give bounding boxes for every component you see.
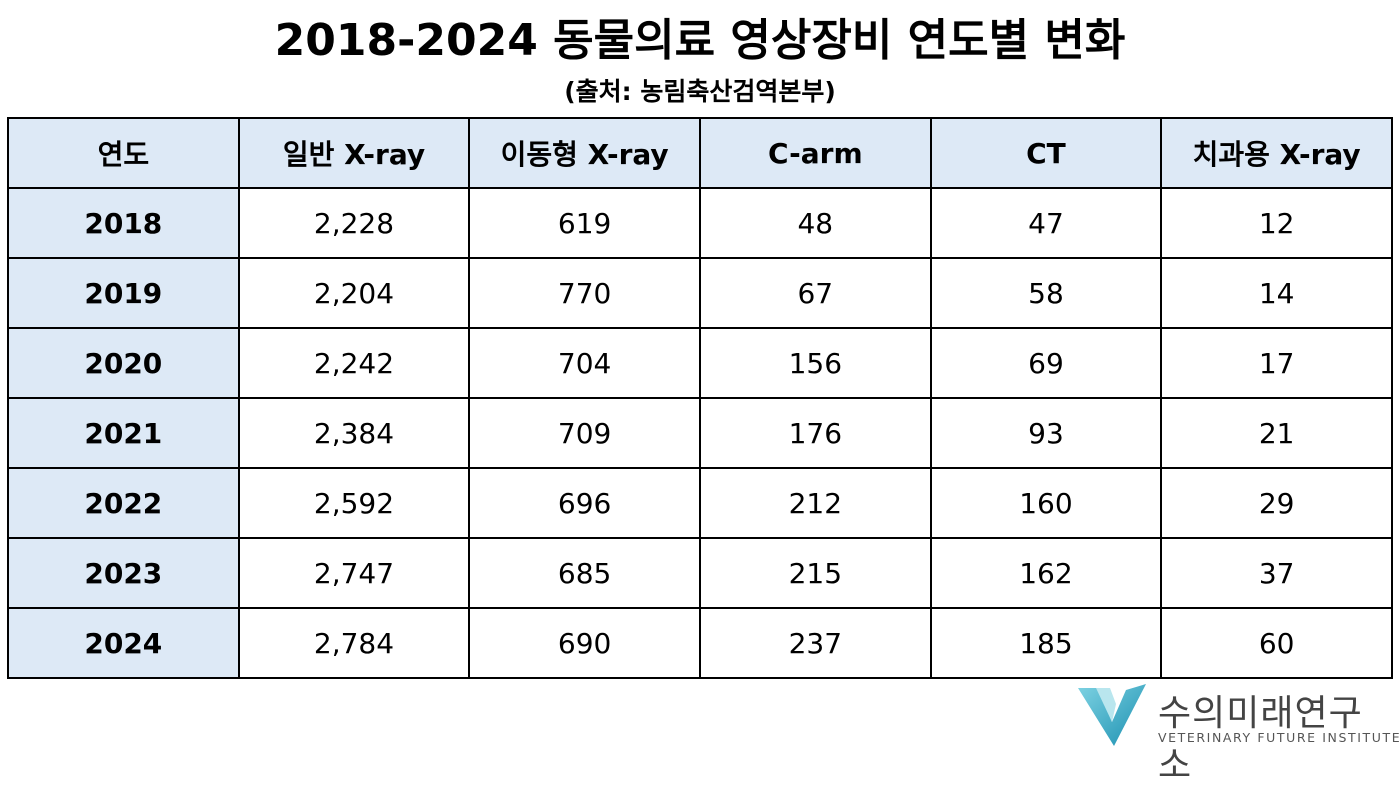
value-cell: 60	[1160, 607, 1393, 679]
value-cell: 67	[698, 257, 932, 329]
header-row: 연도 일반 X-ray 이동형 X-ray C-arm CT 치과용 X-ray	[7, 117, 1393, 189]
logo-icon	[1078, 684, 1146, 746]
value-cell: 2,204	[237, 257, 471, 329]
value-cell: 2,242	[237, 327, 471, 399]
title: 2018-2024 동물의료 영상장비 연도별 변화	[274, 15, 1126, 66]
table-row: 2019 2,204 770 67 58 14	[7, 257, 1393, 329]
year-cell: 2022	[7, 467, 240, 539]
value-cell: 176	[698, 397, 932, 469]
column-header: CT	[929, 117, 1163, 189]
value-cell: 12	[1160, 187, 1393, 259]
year-cell: 2024	[7, 607, 240, 679]
column-header: 일반 X-ray	[237, 117, 471, 189]
value-cell: 69	[929, 327, 1163, 399]
value-cell: 14	[1160, 257, 1393, 329]
value-cell: 2,592	[237, 467, 471, 539]
value-cell: 690	[468, 607, 701, 679]
value-cell: 2,228	[237, 187, 471, 259]
value-cell: 17	[1160, 327, 1393, 399]
logo-tagline: VETERINARY FUTURE INSTITUTE	[1158, 730, 1400, 745]
table-body: 2018 2,228 619 48 47 12 2019 2,204 770 67 58 14 2020…	[7, 187, 1393, 679]
value-cell: 156	[698, 327, 932, 399]
year-cell: 2021	[7, 397, 240, 469]
value-cell: 2,747	[237, 537, 471, 609]
table-row: 2020 2,242 704 156 69 17	[7, 327, 1393, 399]
table-row: 2021 2,384 709 176 93 21	[7, 397, 1393, 469]
value-cell: 29	[1160, 467, 1393, 539]
value-cell: 619	[468, 187, 701, 259]
year-cell: 2018	[7, 187, 240, 259]
value-cell: 47	[929, 187, 1163, 259]
value-cell: 21	[1160, 397, 1393, 469]
year-cell: 2020	[7, 327, 240, 399]
table-row: 2023 2,747 685 215 162 37	[7, 537, 1393, 609]
value-cell: 2,384	[237, 397, 471, 469]
value-cell: 704	[468, 327, 701, 399]
value-cell: 685	[468, 537, 701, 609]
value-cell: 58	[929, 257, 1163, 329]
page: 2018-2024 동물의료 영상장비 연도별 변화 (출처: 농림축산검역본부…	[7, 15, 1400, 786]
value-cell: 709	[468, 397, 701, 469]
value-cell: 770	[468, 257, 701, 329]
logo: 수의미래연구소 VETERINARY FUTURE INSTITUTE	[1076, 684, 1400, 786]
column-header: 이동형 X-ray	[468, 117, 701, 189]
year-cell: 2023	[7, 537, 240, 609]
value-cell: 160	[929, 467, 1163, 539]
subtitle: (출처: 농림축산검역본부)	[564, 77, 836, 106]
column-header: 연도	[7, 117, 240, 189]
table-row: 2018 2,228 619 48 47 12	[7, 187, 1393, 259]
value-cell: 696	[468, 467, 701, 539]
table-row: 2022 2,592 696 212 160 29	[7, 467, 1393, 539]
column-header: 치과용 X-ray	[1160, 117, 1393, 189]
value-cell: 2,784	[237, 607, 471, 679]
value-cell: 185	[929, 607, 1163, 679]
table-row: 2024 2,784 690 237 185 60	[7, 607, 1393, 679]
value-cell: 48	[698, 187, 932, 259]
value-cell: 162	[929, 537, 1163, 609]
column-header: C-arm	[698, 117, 932, 189]
value-cell: 37	[1160, 537, 1393, 609]
value-cell: 237	[698, 607, 932, 679]
data-table: 연도 일반 X-ray 이동형 X-ray C-arm CT 치과용 X-ray 2018…	[7, 117, 1393, 679]
value-cell: 212	[698, 467, 932, 539]
value-cell: 215	[698, 537, 932, 609]
year-cell: 2019	[7, 257, 240, 329]
value-cell: 93	[929, 397, 1163, 469]
